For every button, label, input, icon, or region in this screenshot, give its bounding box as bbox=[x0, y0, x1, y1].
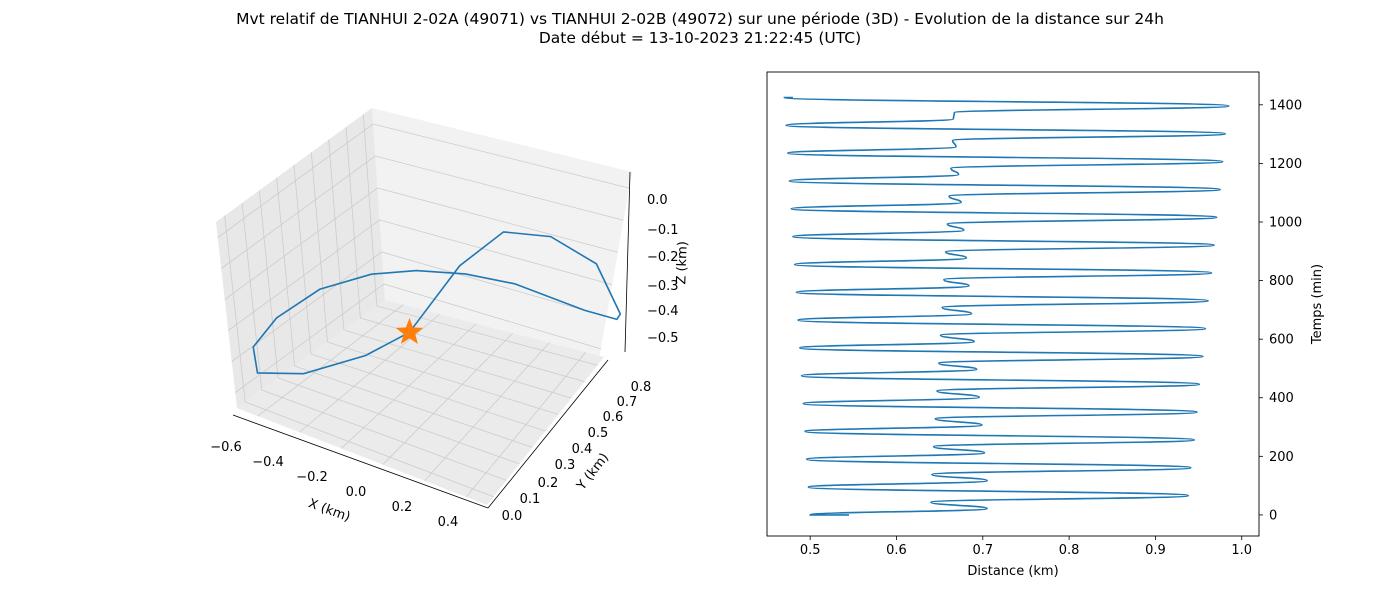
x-tick-label: 0.6 bbox=[886, 543, 907, 558]
y-tick-label: 0.6 bbox=[603, 410, 624, 425]
z-axis-label: Z (km) bbox=[674, 241, 691, 285]
y-axis-label: Y (km) bbox=[574, 451, 613, 494]
x-axis-label: Distance (km) bbox=[967, 564, 1058, 579]
grid-line-z bbox=[221, 155, 624, 269]
y-tick-label: 0.2 bbox=[538, 476, 559, 491]
grid-line-z bbox=[235, 283, 601, 393]
x-tick-label: −0.2 bbox=[296, 470, 328, 485]
grid-line-y bbox=[343, 329, 572, 399]
plot-frame bbox=[766, 71, 1260, 537]
grid-line-z bbox=[217, 123, 630, 238]
grid-line-y-wall bbox=[258, 190, 279, 379]
grid-line-y-wall bbox=[345, 126, 361, 319]
y-tick-label: 800 bbox=[1269, 274, 1294, 289]
grid-line-z bbox=[231, 251, 607, 362]
x-tick-label: 0.8 bbox=[1059, 543, 1080, 558]
y-tick-label: 0.3 bbox=[555, 458, 576, 473]
trajectory-line bbox=[252, 231, 622, 375]
y-axis-line bbox=[487, 359, 609, 509]
z-tick-label: −0.1 bbox=[647, 223, 679, 238]
z-tick-label: −0.2 bbox=[647, 250, 679, 265]
x-tick-label: 0.4 bbox=[438, 515, 459, 530]
x-axis-label: X (km) bbox=[306, 496, 352, 525]
y-tick-label: 1000 bbox=[1269, 215, 1302, 230]
z-axis-line bbox=[624, 171, 631, 353]
grid-line-y bbox=[294, 365, 533, 448]
x-tick-label: 1.0 bbox=[1231, 543, 1252, 558]
grid-line-y bbox=[327, 341, 559, 415]
y-tick-label: 0.0 bbox=[502, 509, 523, 524]
y-tick-label: 1200 bbox=[1269, 157, 1302, 172]
grid-line-y-wall bbox=[328, 139, 345, 331]
z-tick-label: −0.4 bbox=[647, 304, 679, 319]
y-tick-label: 0.4 bbox=[572, 442, 593, 457]
y-tick-label: 0.1 bbox=[520, 492, 541, 507]
distance-series-line bbox=[783, 96, 1230, 516]
x-tick-label: −0.4 bbox=[252, 455, 284, 470]
grid-line-y-wall bbox=[241, 202, 263, 391]
x-tick-label: 0.7 bbox=[972, 543, 993, 558]
z-tick-label: −0.3 bbox=[647, 279, 679, 294]
chart-title-line2: Date début = 13-10-2023 21:22:45 (UTC) bbox=[538, 29, 862, 47]
x-tick-label: 0.5 bbox=[800, 543, 821, 558]
grid-line-y-wall bbox=[224, 215, 246, 403]
chart-title-line1: Mvt relatif de TIANHUI 2-02A (49071) vs … bbox=[236, 10, 1164, 28]
y-tick-label: 0 bbox=[1269, 508, 1277, 523]
grid-line-y bbox=[277, 377, 520, 465]
start-marker-star bbox=[395, 317, 424, 344]
grid-line-y bbox=[261, 389, 507, 481]
pane-floor bbox=[237, 300, 604, 505]
y-tick-label: 0.7 bbox=[617, 395, 638, 410]
y-tick-label: 0.8 bbox=[631, 380, 652, 395]
x-tick-label: 0.2 bbox=[392, 500, 413, 515]
x-tick-label: 0.9 bbox=[1145, 543, 1166, 558]
plot-3d: −0.6−0.4−0.20.00.20.4 0.00.10.20.30.40.50… bbox=[210, 108, 691, 530]
x-axis-line bbox=[232, 414, 489, 509]
chart-title: Mvt relatif de TIANHUI 2-02A (49071) vs … bbox=[0, 10, 1400, 48]
x-tick-label: 0.0 bbox=[346, 485, 367, 500]
y-tick-label: 200 bbox=[1269, 450, 1294, 465]
grid-line-y-wall bbox=[276, 177, 295, 367]
z-tick-label: −0.5 bbox=[647, 331, 679, 346]
grid-line-y bbox=[310, 353, 546, 432]
y-tick-label: 0.5 bbox=[588, 426, 609, 441]
grid-line-y-wall bbox=[310, 152, 328, 343]
grid-line-z bbox=[224, 187, 618, 300]
plot-distance-time: 0.5 0.6 0.7 0.8 0.9 1.0 0 200 400 600 800 1000 1200 1… bbox=[766, 71, 1325, 579]
pane-back-left bbox=[216, 108, 385, 408]
grid-line-z bbox=[228, 219, 613, 331]
y-tick-label: 400 bbox=[1269, 391, 1294, 406]
y-tick-label: 600 bbox=[1269, 333, 1294, 348]
grid-line-y-wall bbox=[293, 164, 312, 355]
y-axis-label: Temps (min) bbox=[1310, 264, 1325, 345]
x-tick-label: −0.6 bbox=[210, 440, 242, 455]
grid-line-y bbox=[376, 305, 598, 366]
grid-line-y bbox=[245, 401, 494, 498]
z-tick-label: 0.0 bbox=[647, 193, 668, 208]
y-tick-label: 1400 bbox=[1269, 98, 1302, 113]
